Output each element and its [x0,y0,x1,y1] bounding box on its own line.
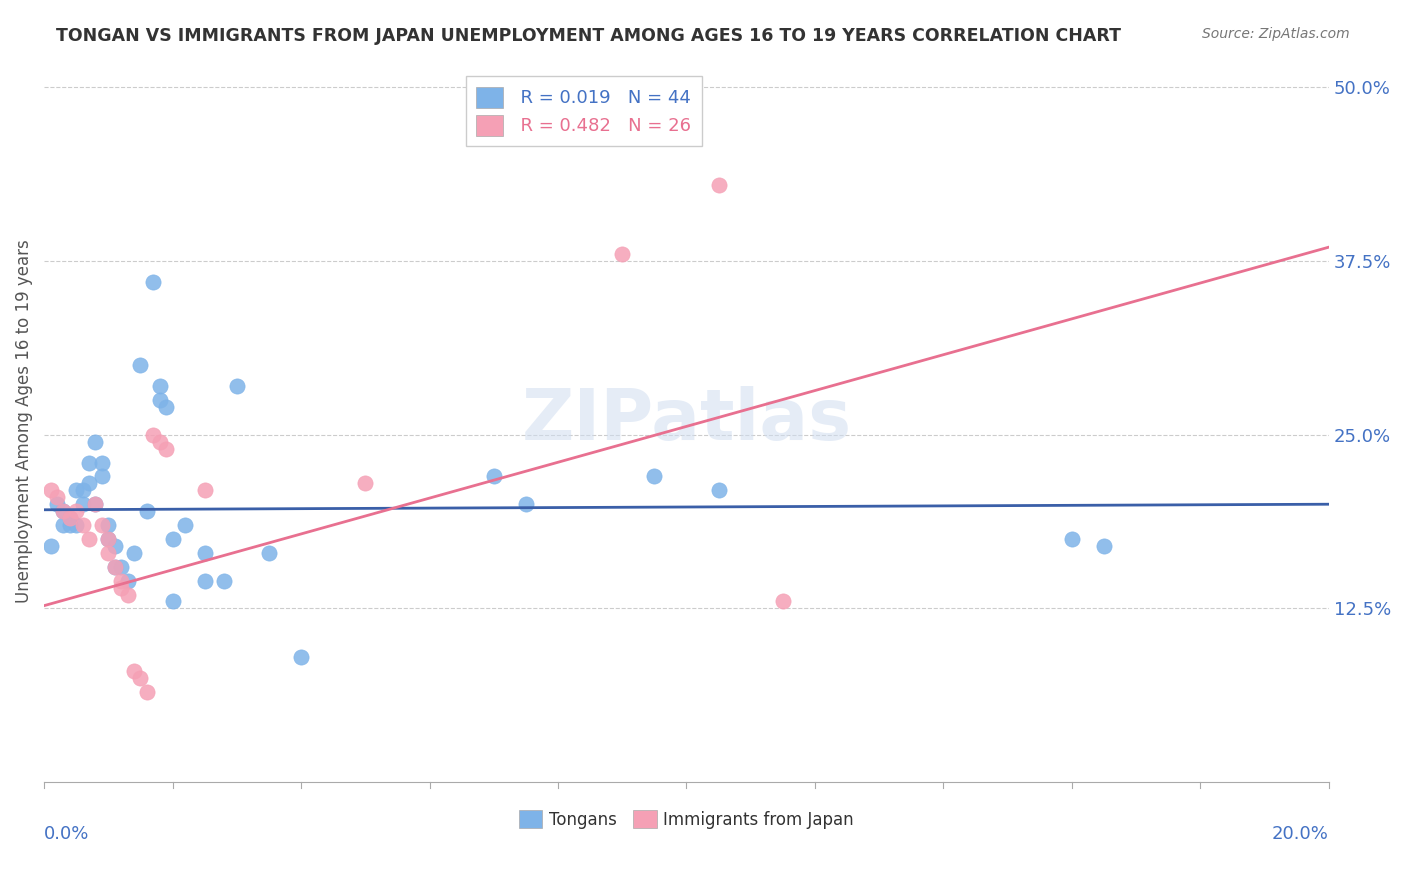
Point [290,650,312,665]
Point [117,574,139,588]
Point [90,456,112,470]
Text: TONGAN VS IMMIGRANTS FROM JAPAN UNEMPLOYMENT AMONG AGES 16 TO 19 YEARS CORRELATI: TONGAN VS IMMIGRANTS FROM JAPAN UNEMPLOY… [56,27,1121,45]
Text: ZIPatlas: ZIPatlas [522,386,852,455]
Point [122,664,145,678]
Point [52,504,75,518]
Text: 0.0%: 0.0% [44,825,90,844]
Point [97,518,120,533]
Point [707,483,730,498]
Point [122,546,145,560]
Point [90,469,112,483]
Point [65,518,87,533]
Point [1060,532,1083,546]
Text: Source: ZipAtlas.com: Source: ZipAtlas.com [1202,27,1350,41]
Point [77,476,100,491]
Point [46,497,69,511]
Point [194,574,217,588]
Point [110,581,132,595]
Point [97,532,120,546]
Point [257,546,280,560]
Point [72,483,94,498]
Point [174,518,197,533]
Point [225,379,247,393]
Point [59,511,82,525]
Point [142,275,165,289]
Point [104,559,127,574]
Point [39,483,62,498]
Point [707,178,730,192]
Point [194,483,217,498]
Point [59,518,82,533]
Point [84,497,107,511]
Point [110,574,132,588]
Point [772,594,794,608]
Point [39,539,62,553]
Point [149,434,172,449]
Point [97,532,120,546]
Point [117,588,139,602]
Point [155,400,177,414]
Point [104,539,127,553]
Point [129,671,152,685]
Point [72,518,94,533]
Point [162,594,184,608]
Point [52,504,75,518]
Point [84,434,107,449]
Point [515,497,537,511]
Point [72,497,94,511]
Point [162,532,184,546]
Legend: Tongans, Immigrants from Japan: Tongans, Immigrants from Japan [512,803,860,835]
Point [77,456,100,470]
Point [135,685,157,699]
Point [643,469,665,483]
Point [97,546,120,560]
Point [104,559,127,574]
Point [142,427,165,442]
Point [52,518,75,533]
Point [84,497,107,511]
Point [65,483,87,498]
Point [90,518,112,533]
Point [194,546,217,560]
Point [65,504,87,518]
Point [129,359,152,373]
Point [59,511,82,525]
Point [212,574,235,588]
Text: 20.0%: 20.0% [1272,825,1329,844]
Point [612,247,634,261]
Point [1092,539,1115,553]
Point [149,379,172,393]
Point [354,476,377,491]
Point [135,504,157,518]
Point [482,469,505,483]
Y-axis label: Unemployment Among Ages 16 to 19 years: Unemployment Among Ages 16 to 19 years [15,239,32,603]
Point [46,490,69,504]
Point [110,559,132,574]
Point [155,442,177,456]
Point [149,392,172,407]
Point [77,532,100,546]
